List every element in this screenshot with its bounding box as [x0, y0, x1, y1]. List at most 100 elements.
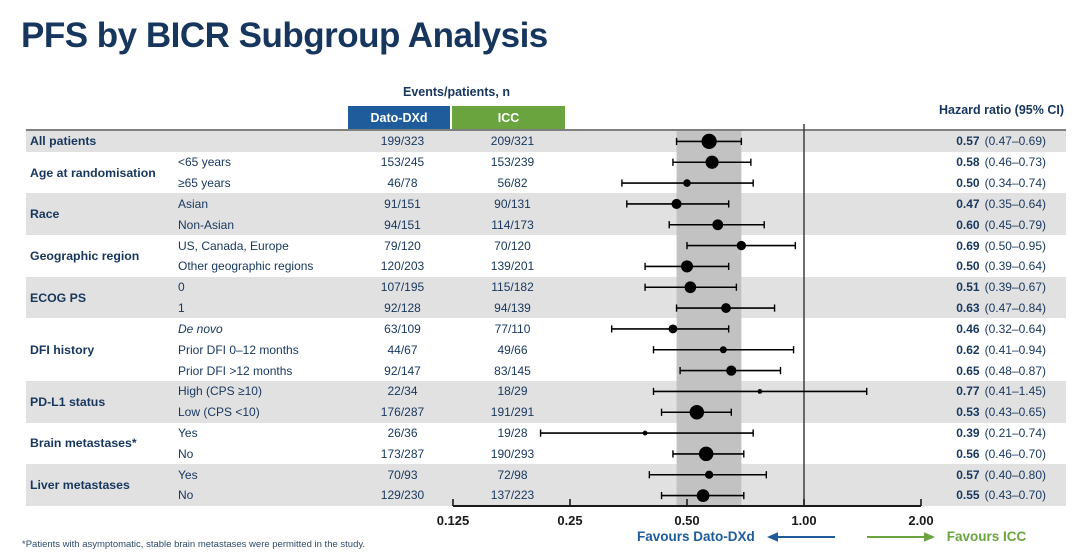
events-dato-value: 153/245: [380, 155, 425, 170]
events-dato-value: 120/203: [380, 259, 425, 274]
table-row: Low (CPS <10) 176/287 191/291 0.53 (0.43–0.6…: [26, 401, 1066, 423]
hr-point-estimate: 0.58: [956, 155, 980, 170]
hazard-ratio-value: 0.50 (0.34–0.74): [915, 176, 1066, 190]
table-row: 199/323 209/321 0.57 (0.47–0.69): [26, 131, 1066, 152]
favours-legend: Favours Dato-DXd Favours ICC: [637, 529, 1026, 544]
table-row: Asian 91/151 90/131 0.47 (0.35–0.64): [26, 193, 1066, 215]
subgroup-label: Other geographic regions: [178, 259, 314, 274]
events-icc-value: 115/182: [491, 280, 534, 295]
events-icc-value: 72/98: [497, 467, 528, 482]
left-arrow-icon: [766, 531, 835, 542]
hr-confidence-interval: (0.45–0.79): [984, 217, 1046, 232]
events-icc-value: 137/223: [490, 488, 535, 503]
hazard-ratio-value: 0.46 (0.32–0.64): [915, 322, 1066, 336]
subgroup-label: 1: [178, 301, 185, 316]
hazard-ratio-value: 0.47 (0.35–0.64): [915, 197, 1066, 211]
table-row: <65 years 153/245 153/239 0.58 (0.46–0.73): [26, 152, 1066, 173]
events-dato-value: 26/36: [387, 426, 418, 440]
group-label: Age at randomisation: [30, 165, 156, 180]
events-dato-value: 79/120: [384, 238, 421, 253]
events-dato-value: 92/128: [384, 301, 421, 316]
events-icc-value: 90/131: [494, 196, 531, 211]
table-row: Prior DFI >12 months 92/147 83/145 0.65 (0.4…: [26, 360, 1066, 381]
hazard-ratio-header: Hazard ratio (95% CI): [938, 103, 1064, 117]
subgroup-label: Prior DFI >12 months: [178, 363, 293, 378]
hr-point-estimate: 0.60: [956, 217, 980, 232]
hr-point-estimate: 0.46: [956, 321, 980, 336]
events-dato-value: 44/67: [387, 342, 418, 357]
axis-tick-label: 0.25: [557, 513, 582, 528]
group-label: PD-L1 status: [30, 394, 106, 409]
hr-confidence-interval: (0.21–0.74): [984, 426, 1046, 440]
hr-point-estimate: 0.55: [956, 488, 980, 503]
hazard-ratio-value: 0.65 (0.48–0.87): [915, 364, 1066, 378]
hr-point-estimate: 0.51: [956, 280, 980, 295]
events-dato-value: 94/151: [384, 217, 421, 232]
hr-point-estimate: 0.47: [956, 196, 980, 211]
hr-point-estimate: 0.53: [956, 405, 980, 420]
right-arrow-icon: [866, 531, 935, 542]
hazard-ratio-value: 0.56 (0.46–0.70): [915, 447, 1066, 461]
subgroup-label: No: [178, 446, 194, 461]
hr-point-estimate: 0.50: [956, 176, 980, 191]
events-icc-value: 191/291: [490, 405, 535, 420]
group-label: Geographic region: [30, 248, 140, 263]
events-dato-value: 92/147: [384, 363, 421, 378]
hazard-ratio-value: 0.62 (0.41–0.94): [915, 343, 1066, 357]
arm-header-dato-dxd: Dato-DXd: [348, 106, 450, 129]
subgroup-label: Yes: [178, 426, 198, 440]
axis-tick-label: 2.00: [908, 513, 933, 528]
events-icc-value: 56/82: [497, 176, 528, 191]
hr-confidence-interval: (0.41–1.45): [984, 384, 1046, 399]
subgroup-label: De novo: [178, 321, 223, 336]
events-dato-value: 176/287: [380, 405, 425, 420]
hr-confidence-interval: (0.40–0.80): [984, 467, 1046, 482]
subgroup-label: Asian: [178, 196, 209, 211]
subgroup-label: ≥65 years: [178, 176, 231, 191]
table-row: 0 107/195 115/182 0.51 (0.39–0.67): [26, 276, 1066, 298]
hazard-ratio-value: 0.69 (0.50–0.95): [915, 239, 1066, 253]
events-dato-value: 70/93: [387, 467, 418, 482]
events-patients-header: Events/patients, n: [403, 85, 510, 99]
hazard-ratio-value: 0.53 (0.43–0.65): [915, 405, 1066, 419]
subgroup-label: Prior DFI 0–12 months: [178, 342, 299, 357]
table-row: Yes 70/93 72/98 0.57 (0.40–0.80): [26, 464, 1066, 486]
axis-tick-label: 1.00: [791, 513, 816, 528]
events-icc-value: 139/201: [490, 259, 535, 274]
hr-point-estimate: 0.63: [956, 301, 980, 316]
events-dato-value: 22/34: [387, 384, 418, 399]
hr-confidence-interval: (0.39–0.64): [984, 259, 1046, 274]
events-dato-value: 107/195: [380, 280, 425, 295]
events-dato-value: 46/78: [387, 176, 418, 191]
subgroup-label: High (CPS ≥10): [178, 384, 262, 399]
events-dato-value: 63/109: [384, 321, 421, 336]
table-row: US, Canada, Europe 79/120 70/120 0.69 (0.50–…: [26, 235, 1066, 256]
hazard-ratio-value: 0.57 (0.47–0.69): [915, 134, 1066, 148]
events-icc-value: 77/110: [494, 321, 531, 336]
table-row: Prior DFI 0–12 months 44/67 49/66 0.62 (0.41…: [26, 339, 1066, 360]
hr-confidence-interval: (0.47–0.84): [984, 301, 1046, 316]
events-icc-value: 153/239: [490, 155, 535, 170]
hr-confidence-interval: (0.46–0.70): [984, 446, 1046, 461]
hazard-ratio-value: 0.51 (0.39–0.67): [915, 280, 1066, 294]
hr-confidence-interval: (0.34–0.74): [984, 176, 1046, 191]
hr-point-estimate: 0.62: [956, 342, 980, 357]
hr-confidence-interval: (0.41–0.94): [984, 342, 1046, 357]
hr-confidence-interval: (0.43–0.65): [984, 405, 1046, 420]
events-icc-value: 19/28: [497, 426, 528, 440]
hr-confidence-interval: (0.47–0.69): [984, 134, 1046, 149]
hr-point-estimate: 0.57: [956, 467, 980, 482]
events-dato-value: 173/287: [380, 446, 425, 461]
hr-confidence-interval: (0.39–0.67): [984, 280, 1046, 295]
table-row: Yes 26/36 19/28 0.39 (0.21–0.74): [26, 423, 1066, 444]
hazard-ratio-value: 0.77 (0.41–1.45): [915, 384, 1066, 398]
forest-table-rows: 199/323 209/321 0.57 (0.47–0.69) <65 years 15…: [26, 131, 1066, 506]
hazard-ratio-value: 0.50 (0.39–0.64): [915, 259, 1066, 273]
subgroup-label: US, Canada, Europe: [178, 238, 289, 253]
events-dato-value: 91/151: [384, 196, 421, 211]
group-label: ECOG PS: [30, 290, 87, 305]
hr-confidence-interval: (0.48–0.87): [984, 363, 1046, 378]
hazard-ratio-value: 0.57 (0.40–0.80): [915, 468, 1066, 482]
table-row: No 129/230 137/223 0.55 (0.43–0.70): [26, 485, 1066, 506]
